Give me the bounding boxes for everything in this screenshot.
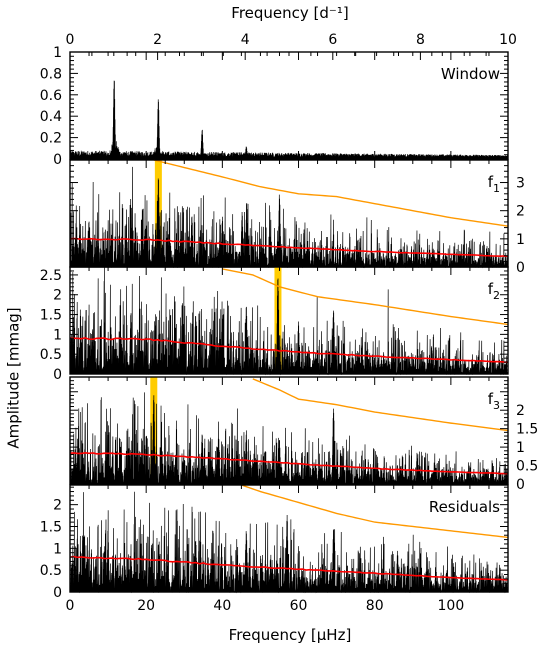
panel-frame bbox=[69, 266, 509, 375]
panel-f3: 0 0.5 1 1.5 2 f3 bbox=[69, 376, 538, 493]
bottom-axis-title-group: Frequency [μHz] bbox=[229, 626, 352, 644]
significance-threshold-line bbox=[241, 484, 509, 539]
y-tick-label: 0.8 bbox=[40, 66, 62, 82]
y-tick-label: 0 bbox=[53, 367, 62, 383]
y-tick-label: 0 bbox=[516, 260, 525, 276]
noise-level-line bbox=[69, 337, 509, 363]
top-x-tick-label: 4 bbox=[241, 32, 250, 48]
y-tick-label: 3 bbox=[516, 176, 525, 192]
noise-level-line bbox=[69, 555, 508, 581]
panel-window: 0 0.2 0.4 0.6 0.8 1 Window bbox=[40, 45, 509, 168]
panel-frame bbox=[69, 484, 509, 593]
panel-residuals: 0 0.5 1 1.5 2 Residuals bbox=[40, 484, 509, 601]
y-tick-label: 0.5 bbox=[516, 459, 538, 475]
y-tick-label: 1 bbox=[53, 327, 62, 343]
y-tick-label: 0.4 bbox=[40, 109, 62, 125]
y-axis-title: Amplitude [mmag] bbox=[5, 307, 23, 448]
panels: 0 0.2 0.4 0.6 0.8 1 Window 0 1 2 3 f1 0 0.5 1 1.5 2 2.5 f2… bbox=[40, 45, 539, 601]
top-axis-title-group: Frequency [d⁻¹] bbox=[231, 4, 348, 22]
y-tick-label: 2 bbox=[516, 403, 525, 419]
bottom-x-tick-label: 100 bbox=[438, 598, 465, 614]
panel-label: Window bbox=[441, 65, 500, 83]
significance-threshold-line bbox=[252, 378, 509, 432]
noise-level-line bbox=[69, 452, 509, 475]
y-axis-title-group: Amplitude [mmag] bbox=[5, 307, 23, 448]
significance-threshold-line bbox=[153, 159, 509, 227]
top-x-tick-label: 6 bbox=[328, 32, 337, 48]
y-tick-label: 0.6 bbox=[40, 88, 62, 104]
significance-threshold-line bbox=[222, 268, 509, 326]
y-tick-label: 1 bbox=[516, 232, 525, 248]
spectrum-series bbox=[69, 80, 509, 159]
y-tick-label: 1 bbox=[53, 541, 62, 557]
spectrum-series bbox=[69, 392, 509, 486]
spectrum-series bbox=[69, 166, 509, 269]
panel-label: f3 bbox=[488, 390, 500, 412]
y-tick-label: 1.5 bbox=[40, 308, 62, 324]
y-tick-label: 0 bbox=[516, 477, 525, 493]
y-tick-label: 1.5 bbox=[516, 422, 538, 438]
y-tick-label: 0.5 bbox=[40, 347, 62, 363]
top-x-tick-label: 10 bbox=[499, 32, 517, 48]
panel-f2: 0 0.5 1 1.5 2 2.5 f2 bbox=[40, 266, 509, 383]
panel-label: f1 bbox=[488, 173, 500, 195]
top-x-tick-label: 0 bbox=[66, 32, 75, 48]
y-tick-label: 1 bbox=[516, 440, 525, 456]
top-axis-title: Frequency [d⁻¹] bbox=[231, 4, 348, 22]
y-tick-label: 2 bbox=[516, 204, 525, 220]
bottom-x-tick-label: 60 bbox=[290, 598, 308, 614]
y-tick-label: 2 bbox=[53, 498, 62, 514]
spectrum-series bbox=[69, 266, 509, 376]
y-tick-label: 1 bbox=[53, 45, 62, 61]
top-axis-ticks: 0 2 4 6 8 10 bbox=[66, 32, 517, 60]
panel-label: f2 bbox=[488, 280, 500, 302]
bottom-axis-title: Frequency [μHz] bbox=[229, 626, 352, 644]
panel-frame bbox=[69, 376, 509, 485]
y-tick-label: 1.5 bbox=[40, 519, 62, 535]
y-tick-label: 0 bbox=[53, 152, 62, 168]
bottom-x-tick-label: 80 bbox=[366, 598, 384, 614]
bottom-x-tick-label: 20 bbox=[137, 598, 155, 614]
bottom-x-tick-label: 0 bbox=[66, 598, 75, 614]
spectrum-series bbox=[69, 491, 509, 594]
y-tick-label: 2 bbox=[53, 288, 62, 304]
panel-f1: 0 1 2 3 f1 bbox=[69, 159, 525, 276]
panel-label: Residuals bbox=[429, 498, 500, 516]
top-x-tick-label: 2 bbox=[153, 32, 162, 48]
y-tick-label: 0.5 bbox=[40, 563, 62, 579]
top-x-tick-label: 8 bbox=[416, 32, 425, 48]
bottom-axis-ticks: 0 20 40 60 80 100 bbox=[66, 598, 465, 614]
noise-level-line bbox=[69, 237, 509, 258]
y-tick-label: 0.2 bbox=[40, 131, 62, 147]
bottom-x-tick-label: 40 bbox=[213, 598, 231, 614]
y-tick-label: 0 bbox=[53, 585, 62, 601]
y-tick-label: 2.5 bbox=[40, 268, 62, 284]
